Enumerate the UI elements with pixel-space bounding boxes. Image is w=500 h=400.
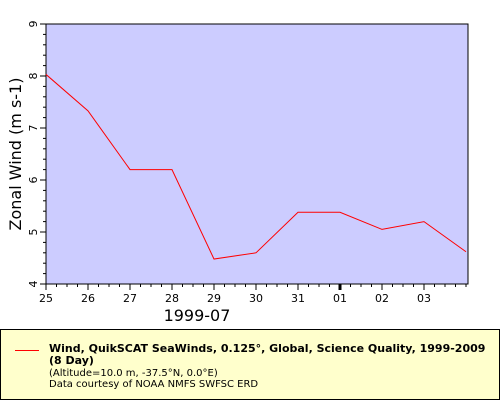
- x-tick-label: 29: [207, 292, 221, 305]
- y-tick-label: 4: [27, 281, 40, 288]
- y-axis-title: Zonal Wind (m s-1): [6, 78, 25, 231]
- y-tick-label: 5: [27, 229, 40, 236]
- x-axis-title: 1999-07: [164, 306, 231, 325]
- y-tick-label: 6: [27, 177, 40, 184]
- x-tick-label: 31: [291, 292, 305, 305]
- y-tick-label: 8: [27, 73, 40, 80]
- x-tick-label: 27: [123, 292, 137, 305]
- legend-swatch: [15, 350, 39, 351]
- series-line-0: [45, 74, 467, 260]
- x-tick-label: 01: [333, 292, 347, 305]
- legend: Wind, QuikSCAT SeaWinds, 0.125°, Global,…: [0, 329, 500, 400]
- x-tick-label: 28: [165, 292, 179, 305]
- x-tick-label: 25: [39, 292, 53, 305]
- x-tick-label: 26: [81, 292, 95, 305]
- x-tick-label: 02: [375, 292, 389, 305]
- x-tick-label: 30: [249, 292, 263, 305]
- legend-location: (Altitude=10.0 m, -37.5°N, 0.0°E): [49, 368, 218, 379]
- line-chart: 4 5 6 7 8 9 25 26 27 28 29 30 31 01 02 03 Zonal Wind (…: [6, 21, 469, 325]
- y-axis: 4 5 6 7 8 9: [27, 21, 46, 288]
- legend-credit: Data courtesy of NOAA NMFS SWFSC ERD: [49, 379, 259, 390]
- series-layer: [45, 74, 467, 260]
- plot-area: [45, 23, 469, 285]
- x-tick-label: 03: [417, 292, 431, 305]
- legend-series-title: Wind, QuikSCAT SeaWinds, 0.125°, Global,…: [49, 342, 486, 367]
- y-tick-label: 7: [27, 125, 40, 132]
- y-tick-label: 9: [27, 21, 40, 28]
- x-axis: 25 26 27 28 29 30 31 01 02 03: [39, 284, 467, 305]
